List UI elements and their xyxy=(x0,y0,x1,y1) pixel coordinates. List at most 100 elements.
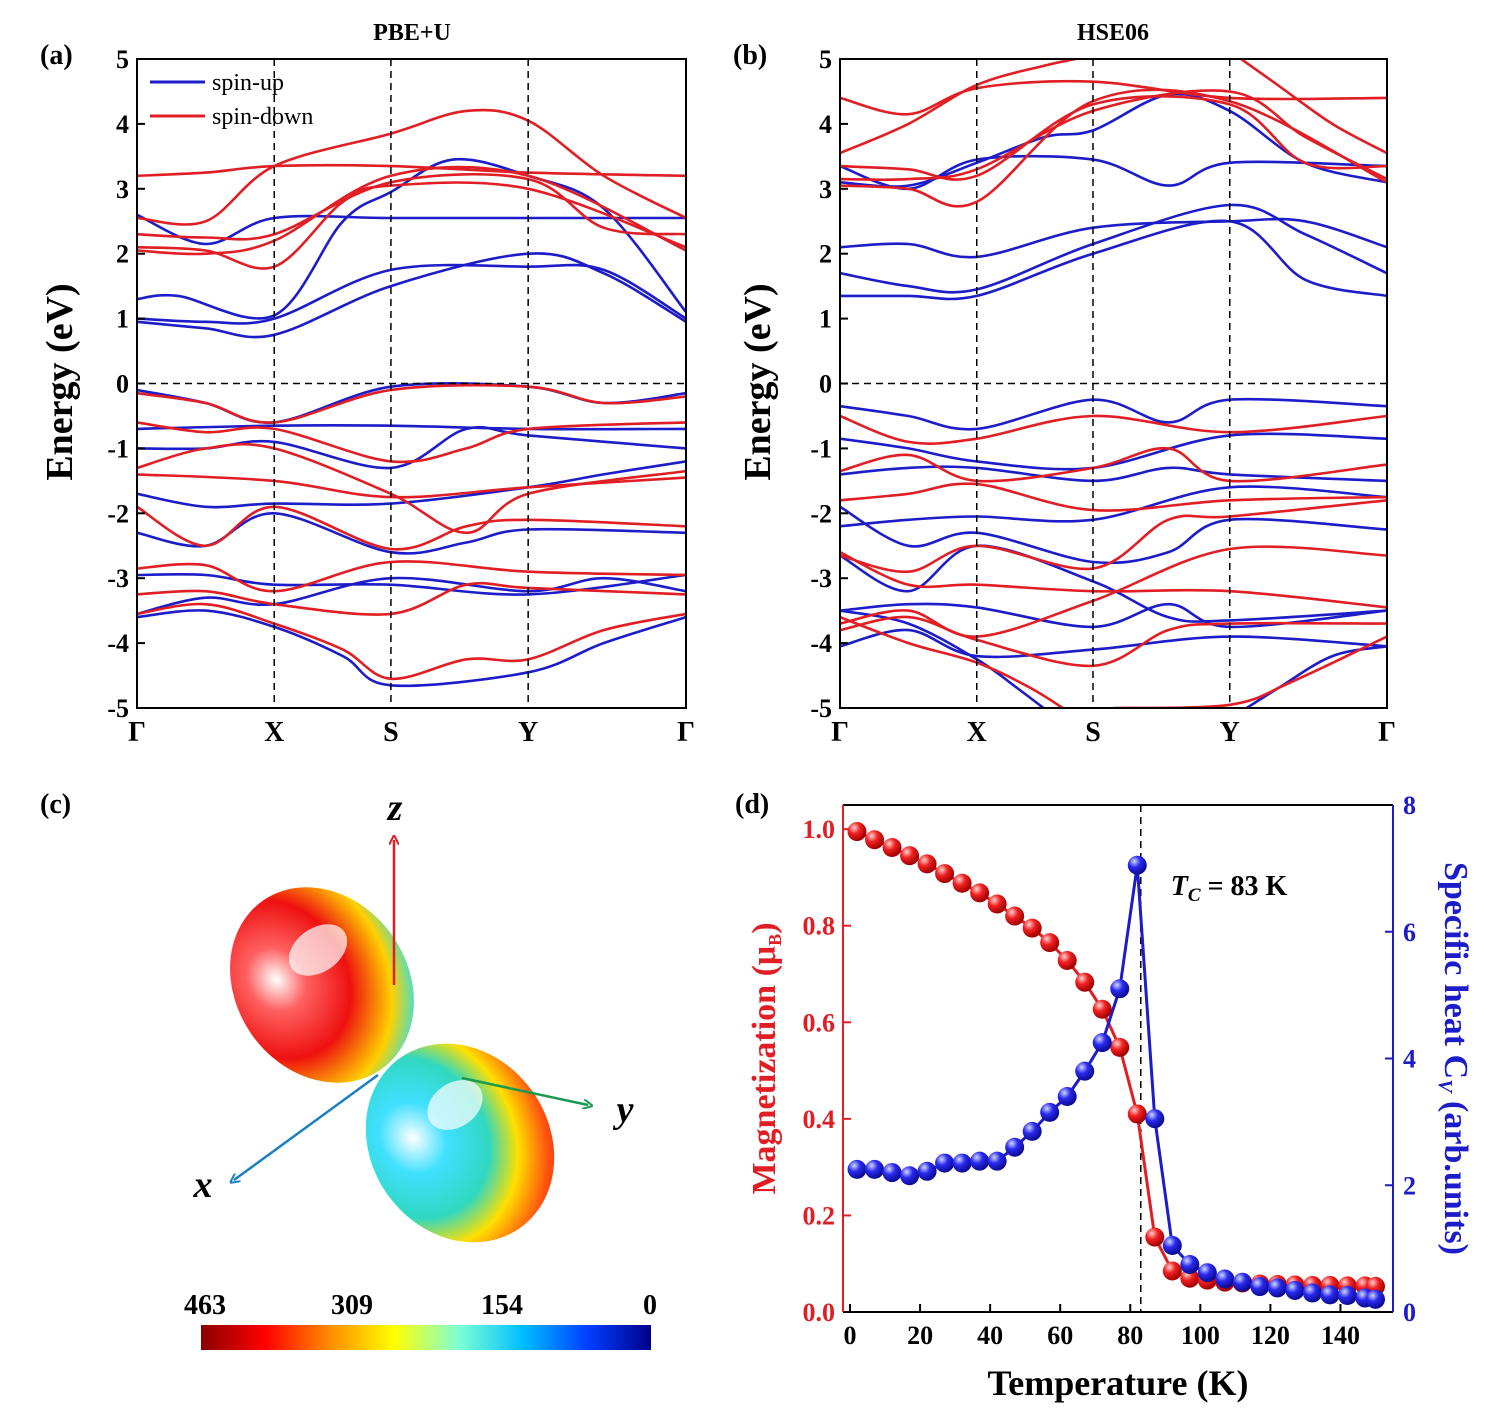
panel-a-title: PBE+U xyxy=(373,20,451,46)
band-down-16 xyxy=(840,59,1083,155)
x-tick-label: 40 xyxy=(977,1321,1003,1350)
magnetization-point-0 xyxy=(847,822,867,842)
k-point-label: Y xyxy=(1220,717,1240,748)
magnetization-point-17 xyxy=(1145,1227,1165,1247)
magnetization-point-5 xyxy=(935,864,955,884)
specific-heat-line xyxy=(857,864,1376,1301)
colorbar-tick-label: 154 xyxy=(481,1290,523,1321)
band-down-26 xyxy=(840,545,1387,638)
panel-b-band-structure: (b) HSE06 Energy (eV) -5 -4 -3 -2 -1 0 1 2 3 4 5 Γ X… xyxy=(733,20,1396,748)
y-axis-label-left: Magnetization (μB) xyxy=(746,922,785,1194)
band-up-9 xyxy=(840,505,1387,565)
y-tick-label: -2 xyxy=(810,499,832,528)
anisotropy-lobe-upper xyxy=(230,887,414,1083)
magnetization-point-3 xyxy=(900,846,920,866)
magnetization-point-1 xyxy=(865,830,885,850)
magnetization-point-13 xyxy=(1075,972,1095,992)
band-lines xyxy=(137,108,686,688)
band-down-19 xyxy=(137,442,686,535)
band-up-12 xyxy=(840,628,1387,659)
specific-heat-point-2 xyxy=(882,1163,902,1183)
band-up-6 xyxy=(840,432,1387,471)
y-tick-label-right: 4 xyxy=(1403,1045,1416,1074)
k-point-label: S xyxy=(383,717,399,748)
colorbar-tick-label: 0 xyxy=(643,1290,657,1321)
panel-b-title: HSE06 xyxy=(1077,20,1149,46)
y-tick-label: -5 xyxy=(810,694,832,723)
band-up-3 xyxy=(137,252,686,339)
panel-a-band-structure: (a) PBE+U Energy (eV) -5 -4 -3 -2 -1 0 1 2 3 4 5 Γ X… xyxy=(39,20,695,748)
specific-heat-point-24 xyxy=(1267,1278,1287,1298)
band-down-29 xyxy=(1113,635,1387,708)
y-axis-arrow xyxy=(461,1076,588,1105)
magnetization-line xyxy=(856,830,1376,1288)
k-point-label: X xyxy=(264,717,284,748)
y-tick-label-left: 0.8 xyxy=(803,912,836,941)
x-tick-label: 120 xyxy=(1251,1321,1290,1350)
x-tick-label: 140 xyxy=(1321,1321,1360,1350)
x-tick-label: 20 xyxy=(907,1321,933,1350)
band-up-14 xyxy=(1244,645,1387,708)
x-tick-label: 100 xyxy=(1181,1321,1220,1350)
band-up-5 xyxy=(840,397,1387,431)
magnetization-point-15 xyxy=(1110,1037,1130,1057)
k-point-label: Γ xyxy=(831,717,849,748)
specific-heat-point-20 xyxy=(1197,1263,1217,1283)
specific-heat-point-0 xyxy=(847,1159,867,1179)
specific-heat-point-3 xyxy=(900,1166,920,1186)
y-tick-label-left: 0.6 xyxy=(803,1008,836,1037)
y-tick-label: 2 xyxy=(819,240,832,269)
colorbar-ticks: 463 309 154 0 xyxy=(184,1290,657,1321)
y-tick-label: -3 xyxy=(107,564,129,593)
y-tick-label: 2 xyxy=(116,240,129,269)
band-up-8 xyxy=(840,485,1387,528)
magnetization-point-6 xyxy=(952,873,972,893)
specific-heat-point-5 xyxy=(935,1153,955,1173)
band-down-15 xyxy=(840,79,1387,116)
x-tick-label: 0 xyxy=(844,1321,857,1350)
magnetization-point-12 xyxy=(1057,950,1077,970)
k-point-label: X xyxy=(967,717,987,748)
specific-heat-point-25 xyxy=(1285,1280,1305,1300)
band-up-11 xyxy=(840,602,1387,629)
magnetization-point-19 xyxy=(1180,1268,1200,1288)
x-axis-label: x xyxy=(193,1164,213,1206)
band-down-23 xyxy=(840,482,1387,512)
band-up-7 xyxy=(840,465,1387,483)
magnetization-point-8 xyxy=(987,894,1007,914)
tc-annotation: TC = 83 K xyxy=(1171,871,1288,906)
specific-heat-point-19 xyxy=(1180,1254,1200,1274)
y-tick-label: 4 xyxy=(819,110,832,139)
band-down-22 xyxy=(137,560,686,593)
band-lines xyxy=(840,59,1387,708)
y-tick-label: -1 xyxy=(810,434,832,463)
y-tick-label: -4 xyxy=(107,629,129,658)
magnetization-point-4 xyxy=(917,854,937,874)
y-tick-label: 1 xyxy=(819,305,832,334)
specific-heat-point-22 xyxy=(1232,1272,1252,1292)
panel-d-label: (d) xyxy=(735,789,769,820)
y-tick-label: 5 xyxy=(819,45,832,74)
k-point-label: Γ xyxy=(128,717,146,748)
panel-d-magnetization-vs-temperature: (d) 0 20 40 60 80 100 120 1400.00.20.40.60.81.0… xyxy=(735,789,1474,1403)
y-tick-label: -2 xyxy=(107,499,129,528)
band-down-24 xyxy=(137,602,686,681)
specific-heat-point-17 xyxy=(1145,1109,1165,1129)
y-tick-label: -1 xyxy=(107,434,129,463)
plot-frame xyxy=(839,58,1388,709)
y-tick-label: 5 xyxy=(116,45,129,74)
y-tick-label: 3 xyxy=(116,175,129,204)
lobe-highlight-upper xyxy=(288,924,348,976)
specific-heat-point-10 xyxy=(1022,1121,1042,1141)
specific-heat-point-8 xyxy=(987,1151,1007,1171)
band-down-20 xyxy=(840,88,1387,208)
specific-heat-point-28 xyxy=(1337,1286,1357,1306)
magnetization-point-7 xyxy=(970,883,990,903)
k-point-label: Γ xyxy=(1378,717,1396,748)
magnetization-point-9 xyxy=(1005,906,1025,926)
magnetization-point-2 xyxy=(882,837,902,857)
band-up-4 xyxy=(840,219,1387,301)
specific-heat-point-15 xyxy=(1110,979,1130,999)
x-tick-label: 80 xyxy=(1117,1321,1143,1350)
y-tick-label: 4 xyxy=(116,110,129,139)
